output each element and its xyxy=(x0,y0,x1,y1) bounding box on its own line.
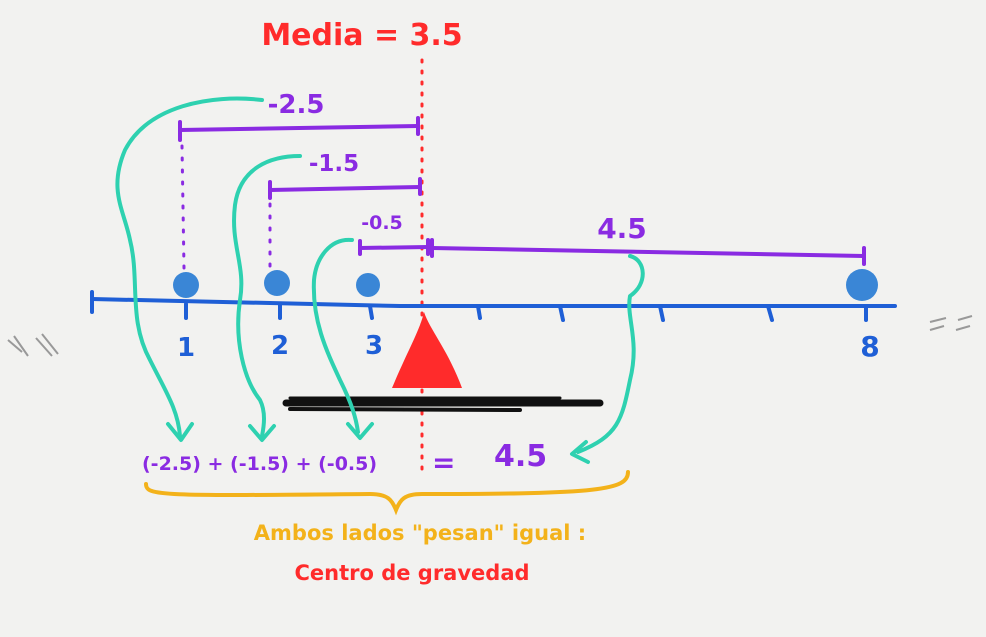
equation-right: 4.5 xyxy=(494,439,547,474)
curly-brace xyxy=(144,470,630,516)
deviation-label-3: -0.5 xyxy=(361,212,403,234)
axis-label-1: 1 xyxy=(177,333,195,363)
deviation-label-8: 4.5 xyxy=(597,212,647,245)
edge-scribble-left xyxy=(7,333,59,357)
caption-line-2: Centro de gravedad xyxy=(294,561,529,585)
arrow-from-deviation-8 xyxy=(570,254,645,464)
number-line xyxy=(90,290,897,322)
title: Media = 3.5 xyxy=(261,18,462,53)
arrow-from-deviation-2 xyxy=(232,154,302,442)
deviation-bracket-8 xyxy=(430,238,866,266)
data-point-3 xyxy=(356,273,380,297)
arrow-from-deviation-3 xyxy=(311,237,374,440)
axis-label-8: 8 xyxy=(860,330,879,363)
edge-scribble-right xyxy=(929,315,973,331)
data-point-1 xyxy=(173,272,199,298)
equation-left: (-2.5) + (-1.5) + (-0.5) xyxy=(142,453,377,475)
arrow-from-deviation-1 xyxy=(115,96,264,442)
deviation-bracket-1 xyxy=(178,116,420,270)
caption-line-1: Ambos lados "pesan" igual : xyxy=(254,521,586,545)
data-point-8 xyxy=(846,269,878,301)
axis-label-3: 3 xyxy=(365,331,383,361)
data-point-2 xyxy=(264,270,290,296)
base-line xyxy=(282,396,604,412)
deviation-label-1: -2.5 xyxy=(268,90,325,120)
axis-label-2: 2 xyxy=(271,331,289,361)
fulcrum-triangle xyxy=(392,312,462,388)
deviation-label-2: -1.5 xyxy=(309,151,359,177)
deviation-bracket-3 xyxy=(358,238,430,256)
deviation-bracket-2 xyxy=(268,177,422,270)
equation-equals: = xyxy=(432,446,455,479)
